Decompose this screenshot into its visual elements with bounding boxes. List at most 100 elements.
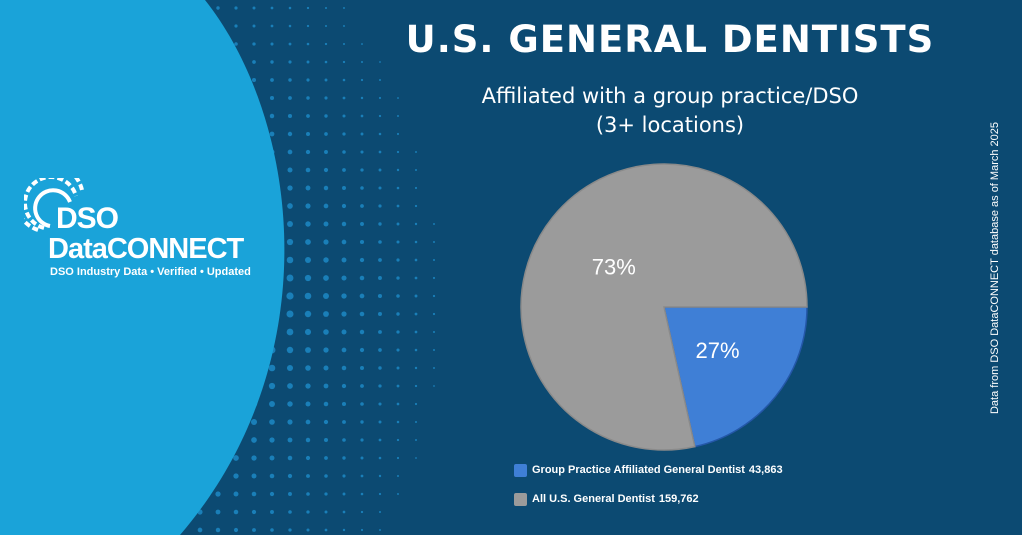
background-dot [288,492,292,496]
background-dot [378,474,382,478]
background-dot [270,78,274,82]
background-dot [342,420,346,424]
background-dot [324,114,328,118]
background-dot [396,150,400,154]
background-dot [359,311,365,317]
background-dot [360,204,364,208]
background-dot [323,347,329,353]
background-dot [378,240,382,244]
background-dot [378,96,382,100]
background-dot [378,420,382,424]
background-dot [304,256,312,264]
background-dot [342,510,346,514]
pie-slice-all-dentists [520,163,808,451]
background-dot [286,328,294,336]
background-dot [306,96,310,100]
background-dot [287,401,293,407]
background-dot [378,114,382,118]
background-dot [305,365,311,371]
background-dot [305,383,311,389]
background-dot [415,439,417,441]
background-dot [341,401,347,407]
chart-subtitle: Affiliated with a group practice/DSO (3+… [420,82,920,140]
background-dot [324,96,328,100]
background-dot [342,132,346,136]
background-dot [396,204,400,208]
background-dot [359,239,365,245]
background-dot [342,114,346,118]
background-dot [323,275,329,281]
background-dot [323,329,329,335]
background-dot [286,364,294,372]
background-dot [360,78,364,82]
background-dot [342,150,346,154]
legend-swatch-group [514,463,527,477]
background-dot [433,241,435,243]
background-dot [323,239,329,245]
background-dot [360,528,364,532]
logo-panel-shape [0,0,285,535]
background-dot [324,474,328,478]
background-dot [288,510,292,514]
background-dot [286,310,294,318]
pie-label-group-practice: 27% [695,338,739,363]
background-dot [270,6,274,10]
logo-text-dso: DSO [56,202,119,235]
background-dot [414,276,418,280]
background-dot [341,275,347,281]
background-dot [396,276,400,280]
background-dot [342,78,346,82]
background-dot [433,367,435,369]
background-dot [433,223,435,225]
background-dot [288,42,292,46]
background-dot [414,348,418,352]
background-dot [378,168,382,172]
background-dot [251,509,257,515]
background-dot [414,204,418,208]
background-dot [324,42,328,46]
background-dot [252,6,256,10]
background-dot [288,60,292,64]
background-dot [432,312,436,316]
background-dot [414,294,418,298]
background-dot [342,456,346,460]
background-dot [378,438,382,442]
background-dot [396,330,400,334]
background-dot [432,276,436,280]
background-dot [287,185,293,191]
legend-label-all: All U.S. General Dentist [532,493,655,505]
background-dot [323,221,329,227]
background-dot [306,78,310,82]
background-dot [359,257,365,263]
background-dot [360,438,364,442]
background-dot [306,6,310,10]
background-dot [396,366,400,370]
background-dot [269,437,275,443]
background-dot [305,437,311,443]
background-dot [360,60,364,64]
background-dot [269,473,275,479]
background-dot [287,437,293,443]
background-dot [341,221,347,227]
background-dot [270,42,274,46]
background-dot [396,384,400,388]
background-dot [324,60,328,64]
background-dot [305,221,311,227]
background-dot [378,186,382,190]
background-dot [342,42,346,46]
background-dot [378,150,382,154]
background-dot [286,274,294,282]
subtitle-line-2: (3+ locations) [595,113,745,137]
background-dot [323,365,329,371]
background-dot [305,185,311,191]
background-dot [324,510,328,514]
background-dot [397,97,399,99]
background-dot [270,510,274,514]
background-dot [233,527,239,533]
source-note: Data from DSO DataCONNECT database as of… [989,121,1001,415]
chart-legend: Group Practice Affiliated General Dentis… [514,463,783,521]
legend-swatch-all [514,492,527,506]
background-dot [233,473,239,479]
background-dot [305,239,311,245]
background-dot [396,294,400,298]
